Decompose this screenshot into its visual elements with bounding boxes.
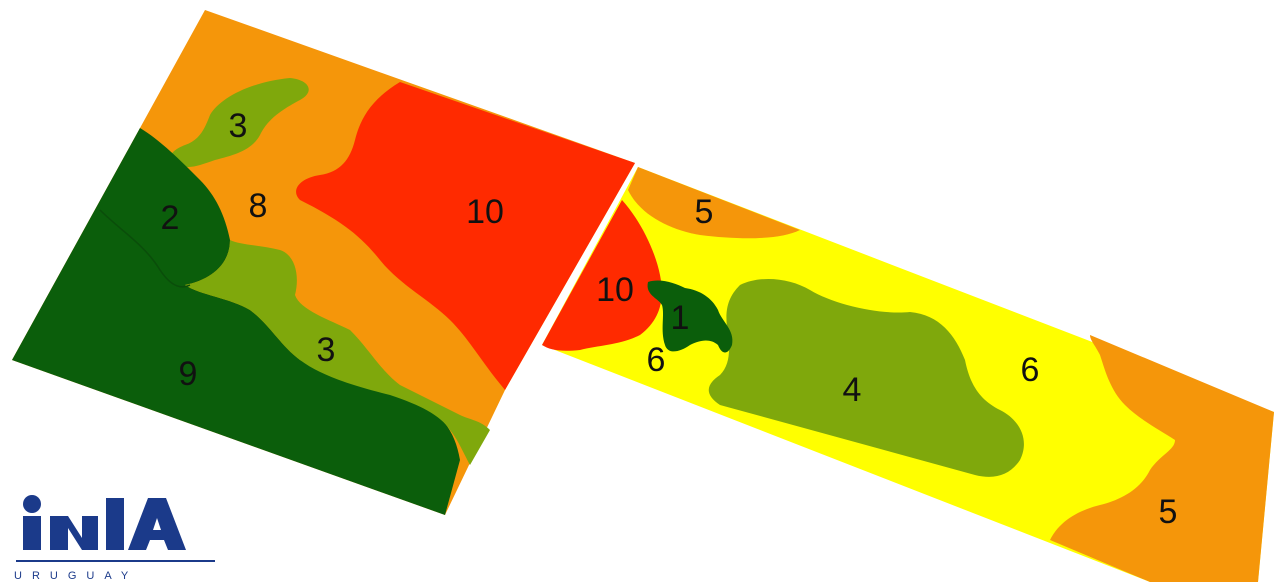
zone-10-left-area: [296, 82, 635, 390]
zone-label-10-left: 10: [466, 193, 504, 231]
zone-9-area: [12, 128, 460, 515]
zone-label-9: 9: [179, 355, 198, 393]
zone-label-4: 4: [843, 371, 862, 409]
zone-5-top-area: [628, 167, 800, 239]
zone-4-area: [708, 278, 1024, 477]
right-field: [542, 167, 1274, 582]
zone-3-mid-area: [185, 240, 490, 465]
zone-label-1: 1: [671, 299, 690, 337]
zone-label-8: 8: [249, 187, 268, 225]
zone-label-3-top: 3: [229, 107, 248, 145]
zone-label-2: 2: [161, 199, 180, 237]
zone-label-3-mid: 3: [317, 331, 336, 369]
zone-label-5-top: 5: [695, 193, 714, 231]
zone-label-5-bottom: 5: [1159, 493, 1178, 531]
zone-label-10-right: 10: [596, 271, 634, 309]
zone-2-boundary: [99, 209, 191, 288]
zone-1-area: [647, 280, 733, 353]
zone-5-bottom-area: [1050, 335, 1274, 582]
logo-subtitle: URUGUAY: [14, 570, 139, 582]
zone-10-right-area: [542, 200, 662, 351]
inia-logo: [16, 495, 215, 562]
zone-label-6-right: 6: [1021, 351, 1040, 389]
zone-3-top-area: [170, 78, 309, 168]
zone-label-6-left: 6: [647, 341, 666, 379]
left-field: [12, 10, 635, 515]
